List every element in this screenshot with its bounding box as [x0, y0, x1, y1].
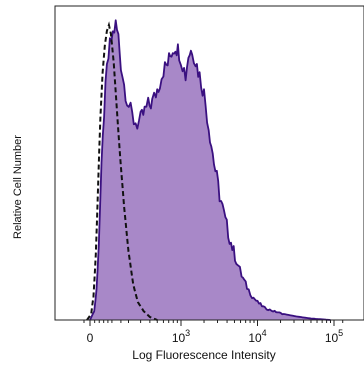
x-tick-label: 105	[325, 328, 343, 345]
x-axis-label: Log Fluorescence Intensity	[132, 348, 275, 362]
x-tick-label: 104	[248, 328, 266, 345]
stained-histogram-area	[90, 20, 331, 321]
plot-area	[86, 19, 331, 321]
x-axis: 0 103 104 105	[83, 320, 344, 345]
x-tick-label: 103	[172, 328, 190, 345]
plot-frame	[54, 5, 364, 321]
y-axis-label: Relative Cell Number	[12, 135, 24, 239]
x-tick-label: 0	[87, 331, 94, 345]
stained-histogram-outline	[89, 19, 331, 321]
